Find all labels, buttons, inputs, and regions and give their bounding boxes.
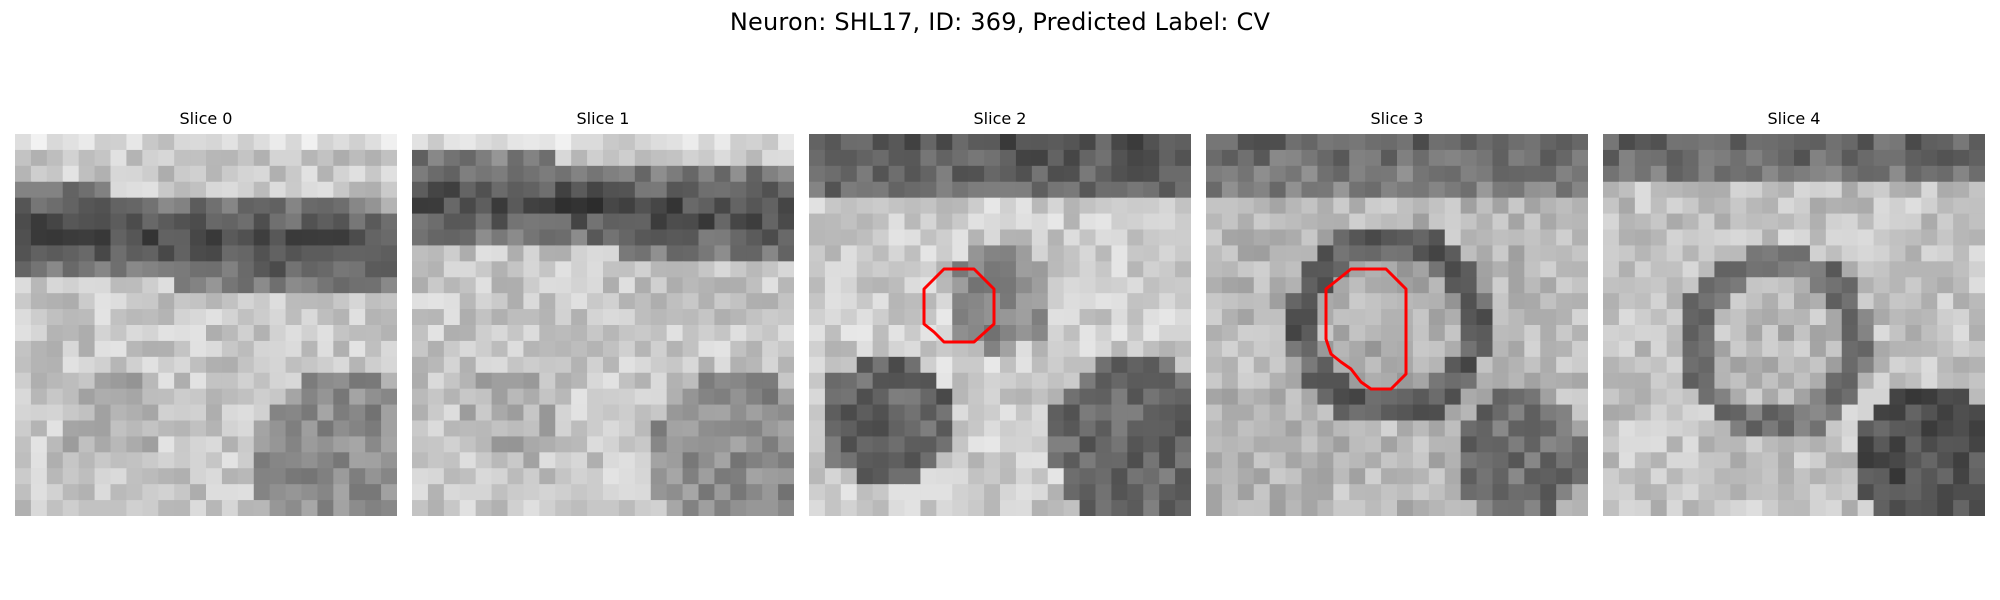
slice-image-2 [809, 134, 1191, 516]
slice-image-3 [1206, 134, 1588, 516]
segmentation-contour [1324, 267, 1408, 391]
slice-image-0 [15, 134, 397, 516]
slice-title-3: Slice 3 [1370, 109, 1424, 128]
segmentation-contour [922, 267, 996, 344]
figure-title: Neuron: SHL17, ID: 369, Predicted Label:… [729, 8, 1271, 36]
slice-title-2: Slice 2 [973, 109, 1027, 128]
slice-title-1: Slice 1 [576, 109, 630, 128]
slice-image-1 [412, 134, 794, 516]
slice-title-4: Slice 4 [1767, 109, 1821, 128]
slice-title-0: Slice 0 [179, 109, 233, 128]
slice-image-4 [1603, 134, 1985, 516]
